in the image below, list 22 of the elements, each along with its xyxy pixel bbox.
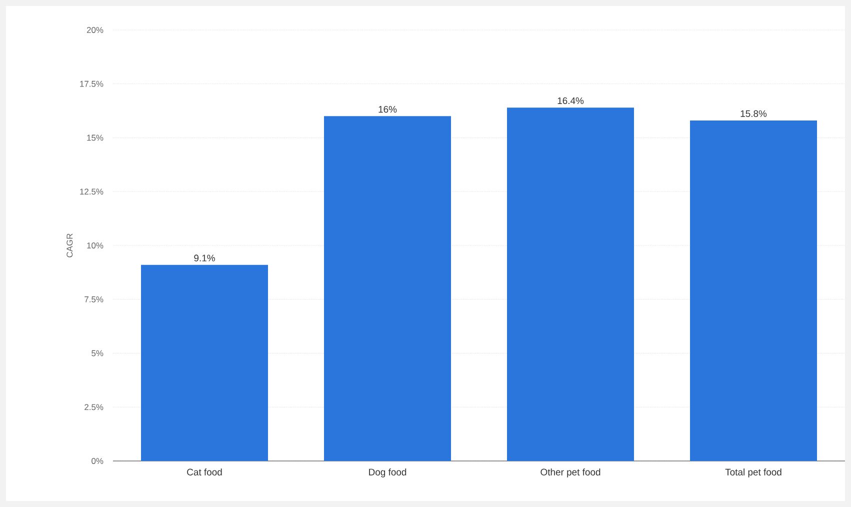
bar bbox=[690, 120, 818, 461]
data-label: 16.4% bbox=[558, 97, 584, 104]
x-tick-label: Other pet food bbox=[540, 468, 600, 478]
x-tick-label: Total pet food bbox=[725, 468, 782, 478]
y-tick-label: 7.5% bbox=[84, 296, 104, 302]
y-tick-label: 15% bbox=[87, 134, 104, 141]
y-tick-label: 20% bbox=[86, 26, 104, 33]
y-tick-label: 17.5% bbox=[80, 80, 104, 87]
data-label: 15.8% bbox=[740, 110, 767, 117]
x-tick-label: Dog food bbox=[369, 468, 406, 478]
y-tick-label: 12.5% bbox=[80, 188, 104, 195]
bar bbox=[324, 116, 452, 461]
y-tick-label: 5% bbox=[92, 350, 104, 356]
data-label: 9.1% bbox=[194, 254, 215, 262]
y-tick-label: 2.5% bbox=[84, 404, 104, 410]
y-tick-label: 10% bbox=[87, 242, 104, 248]
y-tick-label: 0% bbox=[92, 458, 104, 464]
x-tick-label: Cat food bbox=[187, 468, 222, 476]
bar bbox=[141, 264, 268, 461]
y-axis-title: CAGR bbox=[66, 234, 73, 258]
data-label: 16% bbox=[378, 106, 397, 113]
bar bbox=[507, 108, 634, 461]
